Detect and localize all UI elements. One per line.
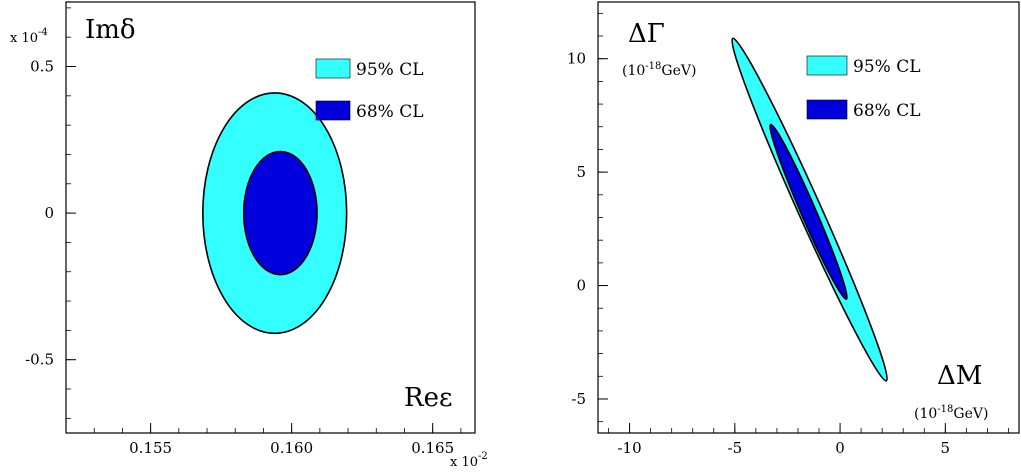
right-x-unit: (10-18GeV): [914, 404, 988, 422]
right-y-title: ΔΓ: [628, 19, 665, 49]
left-y-tick-label: -0.5: [25, 351, 54, 369]
right-x-tick-label: 5: [941, 439, 951, 457]
left-y-tick-label: 0: [44, 204, 54, 222]
left-y-exponent: x 10-4: [10, 27, 48, 46]
left-y-title: Imδ: [85, 15, 136, 45]
left-x-exponent: x 10-2: [450, 451, 488, 470]
left-ticks: 0.155 0.160 0.165 0.5 0 -0.5: [25, 7, 462, 457]
right-x-tick-label: -5: [728, 439, 743, 457]
left-legend-68-swatch: [315, 100, 351, 121]
right-y-tick-label: 0: [576, 277, 586, 295]
left-contour-68: [242, 150, 318, 276]
left-legend-95-swatch: [315, 58, 351, 79]
right-contours: [731, 37, 888, 382]
right-legend-95-label: 95% CL: [853, 57, 921, 77]
right-y-tick-label: -5: [571, 390, 586, 408]
left-legend-95-label: 95% CL: [356, 60, 424, 80]
right-y-unit: (10-18GeV): [622, 61, 696, 79]
left-x-tick-label: 0.155: [129, 439, 172, 457]
left-y-tick-label: 0.5: [30, 58, 54, 76]
left-x-tick-label: 0.165: [411, 439, 454, 457]
left-legend-68-label: 68% CL: [356, 102, 424, 122]
left-plot-frame: [65, 1, 476, 434]
right-contour-68: [769, 123, 848, 301]
right-x-tick-label: -10: [617, 439, 641, 457]
right-x-title: ΔM: [937, 361, 982, 391]
right-legend-95-swatch: [806, 55, 848, 76]
left-x-tick-label: 0.160: [270, 439, 313, 457]
right-x-tick-label: 0: [835, 439, 845, 457]
right-legend-68-label: 68% CL: [853, 101, 921, 121]
right-y-tick-label: 10: [567, 50, 586, 68]
right-y-tick-label: 5: [576, 163, 586, 181]
right-ticks: -10 -5 0 5 10 5 0 -5: [567, 12, 1009, 457]
left-panel: 0.155 0.160 0.165 0.5 0 -0.5 x 10-4 x 10-2 Im…: [10, 1, 488, 470]
left-contours: [202, 92, 348, 335]
right-legend-68-swatch: [806, 99, 848, 120]
right-panel: -10 -5 0 5 10 5 0 -5 ΔΓ (10-18GeV) ΔM (10-18GeV…: [567, 1, 1020, 457]
left-x-title: Reε: [404, 383, 452, 413]
